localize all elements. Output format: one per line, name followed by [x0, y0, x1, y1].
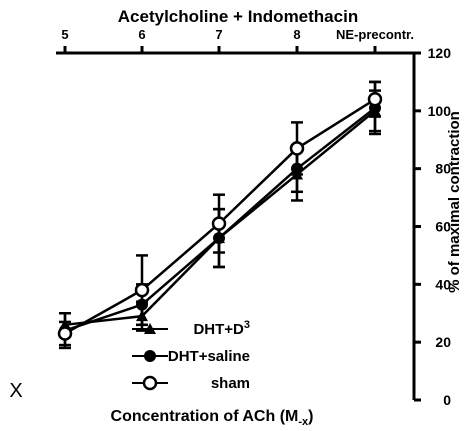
y-axis-title: % of maximal contraction	[446, 111, 463, 293]
x-tick-label: 8	[293, 27, 300, 42]
marker-open-circle	[142, 375, 158, 391]
y-tick-label: 100	[428, 103, 452, 119]
plot-area	[57, 80, 383, 350]
y-tick-label: 20	[435, 334, 451, 350]
svg-text:Concentration of ACh (M-x): Concentration of ACh (M-x)	[111, 408, 314, 428]
marker-filled-circle	[144, 350, 156, 362]
y-tick-label: 0	[443, 392, 451, 408]
x-tick-label: NE-precontr.	[336, 27, 414, 42]
y-tick-label: 40	[435, 276, 451, 292]
legend-entry: sham	[132, 375, 250, 392]
marker-open-circle	[134, 282, 150, 298]
marker-open-circle	[211, 216, 227, 231]
marker-triangle-down	[144, 323, 156, 334]
axes: 0 20 40 60 80 100 120 NE-precontr. 8 7 6 5	[56, 27, 451, 408]
marker-open-circle	[57, 326, 73, 341]
legend-entry: DHT+saline	[132, 348, 250, 365]
legend-label: DHT+D3	[193, 319, 250, 338]
corner-label: X	[9, 380, 22, 402]
legend-label: sham	[211, 375, 250, 392]
series-sham	[57, 80, 383, 347]
bottom-title: Acetylcholine + Indomethacin	[118, 7, 358, 26]
legend-label: DHT+saline	[168, 348, 250, 365]
legend-entry: DHT+D3	[132, 319, 250, 338]
y-tick-label: 120	[428, 45, 452, 61]
x-tick-label: 7	[215, 27, 222, 42]
top-axis-title: Concentration of ACh (M-x)	[111, 408, 314, 428]
y-tick-label: 80	[435, 161, 451, 177]
x-tick-label: 6	[138, 27, 145, 42]
y-tick-label: 60	[435, 219, 451, 235]
marker-open-circle	[289, 141, 305, 156]
marker-open-circle	[367, 92, 383, 107]
x-tick-label: 5	[61, 27, 68, 42]
legend: DHT+D3 DHT+saline sham	[132, 319, 250, 392]
